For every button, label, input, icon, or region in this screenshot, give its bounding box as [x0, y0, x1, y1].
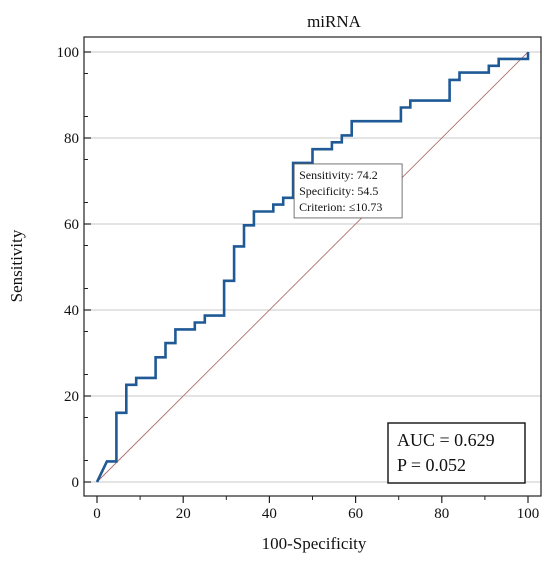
annotation-specificity: Specificity: 54.5 — [299, 184, 378, 198]
roc-curve — [95, 52, 530, 483]
x-tick-label: 100 — [517, 506, 540, 522]
annotation-sensitivity: Sensitivity: 74.2 — [299, 168, 378, 182]
x-tick-label: 40 — [262, 506, 277, 522]
chart-title: miRNA — [307, 12, 362, 31]
p-value: P = 0.052 — [397, 455, 466, 475]
y-tick-label: 40 — [64, 303, 79, 319]
criterion-annotation: Sensitivity: 74.2 Specificity: 54.5 Crit… — [293, 163, 403, 219]
x-tick-label: 20 — [176, 506, 191, 522]
x-axis-label: 100-Specificity — [262, 534, 367, 553]
stats-box: AUC = 0.629 P = 0.052 — [387, 422, 526, 484]
reference-diagonal — [96, 51, 529, 483]
stats-box-frame — [387, 422, 526, 484]
axis-ticks: 0 20 40 60 80 100 0 20 40 60 80 100 — [57, 45, 540, 522]
y-tick-label: 100 — [57, 45, 80, 61]
y-tick-label: 20 — [64, 389, 79, 405]
auc-value: AUC = 0.629 — [397, 430, 495, 450]
y-axis-label: Sensitivity — [7, 229, 26, 302]
annotation-box — [293, 163, 403, 219]
y-tick-label: 80 — [64, 131, 79, 147]
annotation-criterion: Criterion: ≤10.73 — [299, 200, 382, 214]
y-tick-label: 0 — [72, 475, 80, 491]
x-tick-label: 80 — [434, 506, 449, 522]
y-tick-label: 60 — [64, 217, 79, 233]
x-tick-label: 0 — [93, 506, 101, 522]
x-tick-label: 60 — [348, 506, 363, 522]
